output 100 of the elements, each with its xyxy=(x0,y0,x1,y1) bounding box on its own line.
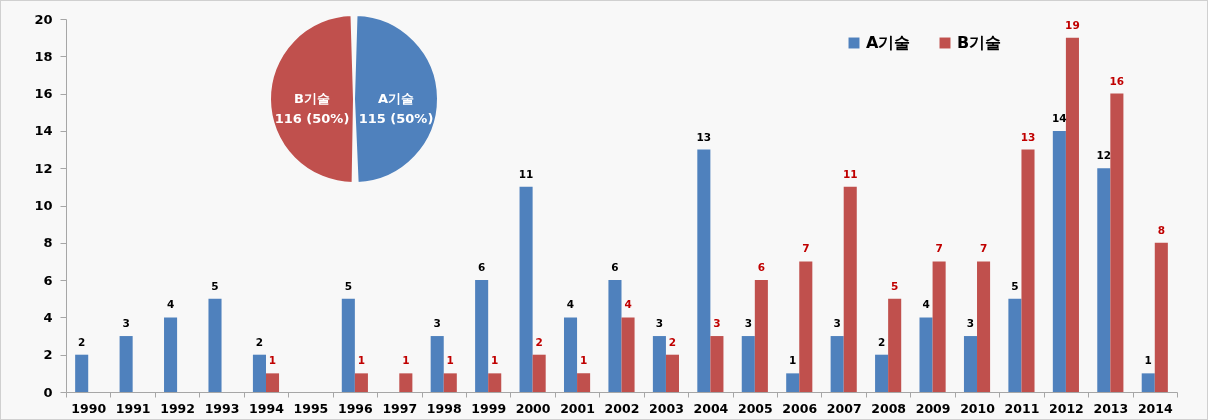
x-tick-label: 2010 xyxy=(960,400,996,416)
slice-label: A기술 xyxy=(377,90,415,106)
x-tick-label: 1997 xyxy=(382,400,418,416)
y-tick-label: 6 xyxy=(43,272,53,288)
data-label: 5 xyxy=(891,279,899,292)
bar xyxy=(164,317,178,392)
data-label: 3 xyxy=(713,317,721,330)
bar xyxy=(341,298,355,392)
legend-label: A기술 xyxy=(866,33,911,52)
data-label: 4 xyxy=(166,298,175,311)
y-tick-label: 0 xyxy=(43,384,53,400)
data-label: 4 xyxy=(566,298,575,311)
data-label: 1 xyxy=(402,354,410,367)
bar xyxy=(399,373,413,392)
y-tick-label: 10 xyxy=(34,198,53,213)
x-tick-label: 1994 xyxy=(249,400,285,416)
x-tick-label: 2000 xyxy=(515,400,551,416)
data-label: 14 xyxy=(1052,111,1067,124)
bar xyxy=(652,336,666,392)
x-tick-label: 2008 xyxy=(871,400,907,416)
data-label: 11 xyxy=(842,167,858,180)
bar xyxy=(1052,130,1066,392)
bar xyxy=(208,298,222,392)
bar xyxy=(1110,93,1124,392)
y-tick-label: 8 xyxy=(43,235,53,251)
x-tick-label: 2014 xyxy=(1137,400,1173,416)
x-tick-label: 1993 xyxy=(204,400,240,416)
bar xyxy=(665,354,680,392)
bar xyxy=(532,354,546,392)
data-label: 5 xyxy=(344,279,352,292)
bar xyxy=(519,186,533,392)
bar xyxy=(75,354,89,392)
y-tick-label: 18 xyxy=(34,48,53,64)
x-tick-label: 2013 xyxy=(1093,400,1129,416)
data-label: 115 (50%) xyxy=(358,110,434,126)
bar xyxy=(265,373,280,392)
data-label: 1 xyxy=(357,354,366,367)
data-label: 1 xyxy=(789,354,797,367)
bar xyxy=(710,336,724,392)
x-tick-label: 2002 xyxy=(604,400,640,416)
bar xyxy=(754,280,768,392)
data-label: 3 xyxy=(433,317,441,330)
x-tick-label: 1996 xyxy=(337,400,374,416)
bar xyxy=(1021,149,1035,392)
data-label: 2 xyxy=(255,335,264,348)
y-tick-label: 12 xyxy=(34,160,53,176)
data-label: 5 xyxy=(1011,279,1019,292)
data-label: 3 xyxy=(833,317,841,330)
bar xyxy=(608,280,622,392)
bar xyxy=(843,186,857,392)
x-tick-label: 2007 xyxy=(826,400,862,416)
data-label: 13 xyxy=(1020,130,1036,143)
bar xyxy=(875,354,889,392)
y-tick-label: 4 xyxy=(43,309,53,325)
data-label: 3 xyxy=(122,317,130,330)
bar xyxy=(830,336,844,392)
bar xyxy=(1141,373,1155,392)
bar xyxy=(1154,242,1168,392)
data-label: 6 xyxy=(611,261,619,274)
data-label: 7 xyxy=(935,242,943,255)
bar xyxy=(443,373,457,392)
x-tick-label: 2003 xyxy=(649,400,684,416)
bar xyxy=(119,336,133,392)
bar xyxy=(977,261,991,392)
x-tick-label: 2006 xyxy=(782,400,818,416)
data-label: 2 xyxy=(877,335,886,348)
data-label: 3 xyxy=(655,317,664,330)
slice-label: B기술 xyxy=(294,91,330,107)
data-label: 3 xyxy=(744,317,752,330)
data-label: 5 xyxy=(211,279,219,292)
bar xyxy=(963,336,978,392)
y-tick-label: 16 xyxy=(34,86,53,102)
data-label: 116 (50%) xyxy=(274,111,350,127)
data-label: 19 xyxy=(1065,18,1080,31)
bar xyxy=(475,280,489,392)
bar xyxy=(430,336,444,392)
x-tick-label: 2005 xyxy=(737,400,773,416)
data-label: 8 xyxy=(1157,223,1165,236)
bar xyxy=(919,317,933,392)
data-label: 12 xyxy=(1096,149,1112,162)
x-tick-label: 1991 xyxy=(115,400,151,416)
bar xyxy=(1065,37,1079,392)
bar xyxy=(786,373,800,392)
data-label: 4 xyxy=(922,298,930,311)
bar xyxy=(577,373,591,392)
x-tick-label: 1995 xyxy=(293,400,329,416)
bar xyxy=(888,298,902,392)
data-label: 6 xyxy=(477,261,486,274)
x-tick-label: 1998 xyxy=(426,400,462,416)
y-tick-label: 14 xyxy=(34,123,53,139)
data-label: 13 xyxy=(696,130,712,143)
x-tick-label: 1990 xyxy=(71,400,107,416)
data-label: 1 xyxy=(446,354,454,367)
x-tick-label: 2011 xyxy=(1004,400,1040,416)
bar xyxy=(252,354,266,392)
data-label: 7 xyxy=(802,242,810,255)
data-label: 16 xyxy=(1109,74,1125,87)
x-tick-label: 2009 xyxy=(915,400,951,416)
y-tick-label: 2 xyxy=(43,347,53,363)
x-tick-label: 1992 xyxy=(160,400,195,416)
